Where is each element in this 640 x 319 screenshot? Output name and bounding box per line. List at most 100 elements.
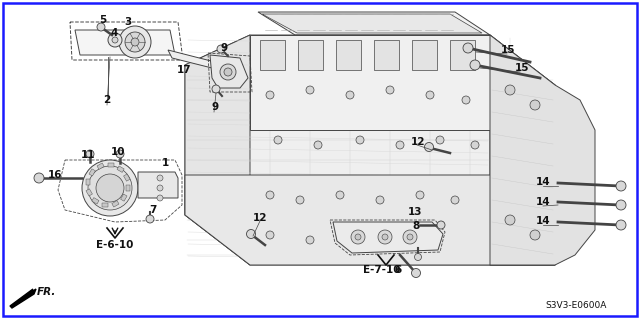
Circle shape bbox=[97, 23, 105, 31]
Text: 17: 17 bbox=[177, 65, 191, 75]
Polygon shape bbox=[250, 35, 490, 130]
Circle shape bbox=[96, 174, 124, 202]
Circle shape bbox=[296, 196, 304, 204]
Circle shape bbox=[266, 231, 274, 239]
Circle shape bbox=[336, 191, 344, 199]
Bar bbox=[102, 203, 108, 207]
Bar bbox=[108, 163, 114, 167]
Circle shape bbox=[34, 173, 44, 183]
Circle shape bbox=[403, 230, 417, 244]
Bar bbox=[92, 197, 99, 204]
Circle shape bbox=[616, 181, 626, 191]
Polygon shape bbox=[490, 35, 555, 265]
Circle shape bbox=[530, 100, 540, 110]
Polygon shape bbox=[185, 175, 555, 265]
Text: 6: 6 bbox=[394, 265, 402, 275]
Circle shape bbox=[131, 38, 139, 46]
Bar bbox=[86, 189, 92, 196]
Text: 7: 7 bbox=[149, 205, 157, 215]
Circle shape bbox=[412, 269, 420, 278]
Circle shape bbox=[112, 37, 118, 43]
Circle shape bbox=[416, 191, 424, 199]
Circle shape bbox=[346, 91, 354, 99]
Circle shape bbox=[116, 150, 124, 158]
Polygon shape bbox=[490, 35, 595, 265]
Bar bbox=[336, 40, 361, 70]
Polygon shape bbox=[210, 55, 248, 88]
Polygon shape bbox=[185, 35, 555, 265]
Circle shape bbox=[351, 230, 365, 244]
Bar bbox=[124, 174, 130, 181]
Text: 9: 9 bbox=[220, 43, 228, 53]
Text: 4: 4 bbox=[110, 28, 118, 38]
Bar bbox=[86, 179, 90, 185]
Bar bbox=[120, 194, 127, 201]
Circle shape bbox=[530, 230, 540, 240]
Text: 14: 14 bbox=[536, 177, 550, 187]
Circle shape bbox=[224, 68, 232, 76]
Circle shape bbox=[463, 43, 473, 53]
Text: E-6-10: E-6-10 bbox=[96, 240, 134, 250]
Bar bbox=[117, 166, 124, 172]
Polygon shape bbox=[262, 14, 482, 33]
Circle shape bbox=[346, 231, 354, 239]
Circle shape bbox=[505, 215, 515, 225]
Circle shape bbox=[157, 175, 163, 181]
Text: 3: 3 bbox=[124, 17, 132, 27]
Bar bbox=[112, 201, 119, 207]
Circle shape bbox=[616, 200, 626, 210]
Text: 15: 15 bbox=[515, 63, 529, 73]
Text: S3V3-E0600A: S3V3-E0600A bbox=[545, 301, 607, 310]
Circle shape bbox=[82, 160, 138, 216]
Bar bbox=[412, 40, 437, 70]
Circle shape bbox=[471, 141, 479, 149]
Circle shape bbox=[119, 26, 151, 58]
Circle shape bbox=[426, 91, 434, 99]
Circle shape bbox=[382, 234, 388, 240]
Circle shape bbox=[274, 136, 282, 144]
Text: 13: 13 bbox=[408, 207, 422, 217]
Text: 5: 5 bbox=[99, 15, 107, 25]
Polygon shape bbox=[168, 50, 220, 70]
Text: 8: 8 bbox=[412, 221, 420, 231]
Text: 10: 10 bbox=[111, 147, 125, 157]
Circle shape bbox=[220, 64, 236, 80]
Circle shape bbox=[266, 91, 274, 99]
Circle shape bbox=[396, 141, 404, 149]
Circle shape bbox=[306, 86, 314, 94]
Circle shape bbox=[462, 96, 470, 104]
Bar bbox=[126, 185, 130, 191]
Circle shape bbox=[88, 166, 132, 210]
Text: 15: 15 bbox=[500, 45, 515, 55]
Circle shape bbox=[157, 195, 163, 201]
Polygon shape bbox=[258, 12, 490, 35]
Circle shape bbox=[217, 45, 225, 53]
Circle shape bbox=[146, 215, 154, 223]
Circle shape bbox=[451, 196, 459, 204]
Polygon shape bbox=[75, 30, 175, 55]
Circle shape bbox=[314, 141, 322, 149]
Polygon shape bbox=[10, 289, 36, 308]
Bar bbox=[374, 40, 399, 70]
Text: 16: 16 bbox=[48, 170, 62, 180]
Text: FR.: FR. bbox=[37, 287, 56, 297]
Circle shape bbox=[424, 143, 433, 152]
Circle shape bbox=[212, 85, 220, 93]
Text: 12: 12 bbox=[253, 213, 268, 223]
Bar bbox=[298, 40, 323, 70]
Circle shape bbox=[505, 85, 515, 95]
Circle shape bbox=[436, 136, 444, 144]
Circle shape bbox=[378, 230, 392, 244]
Circle shape bbox=[415, 254, 422, 261]
Text: E-7-10: E-7-10 bbox=[364, 265, 401, 275]
Polygon shape bbox=[185, 35, 250, 265]
Circle shape bbox=[86, 150, 94, 158]
Polygon shape bbox=[333, 222, 443, 253]
Text: 12: 12 bbox=[411, 137, 425, 147]
Circle shape bbox=[386, 86, 394, 94]
Text: 14: 14 bbox=[536, 216, 550, 226]
Bar bbox=[89, 169, 95, 176]
Text: 1: 1 bbox=[161, 158, 168, 168]
Bar bbox=[450, 40, 475, 70]
Text: 11: 11 bbox=[81, 150, 95, 160]
